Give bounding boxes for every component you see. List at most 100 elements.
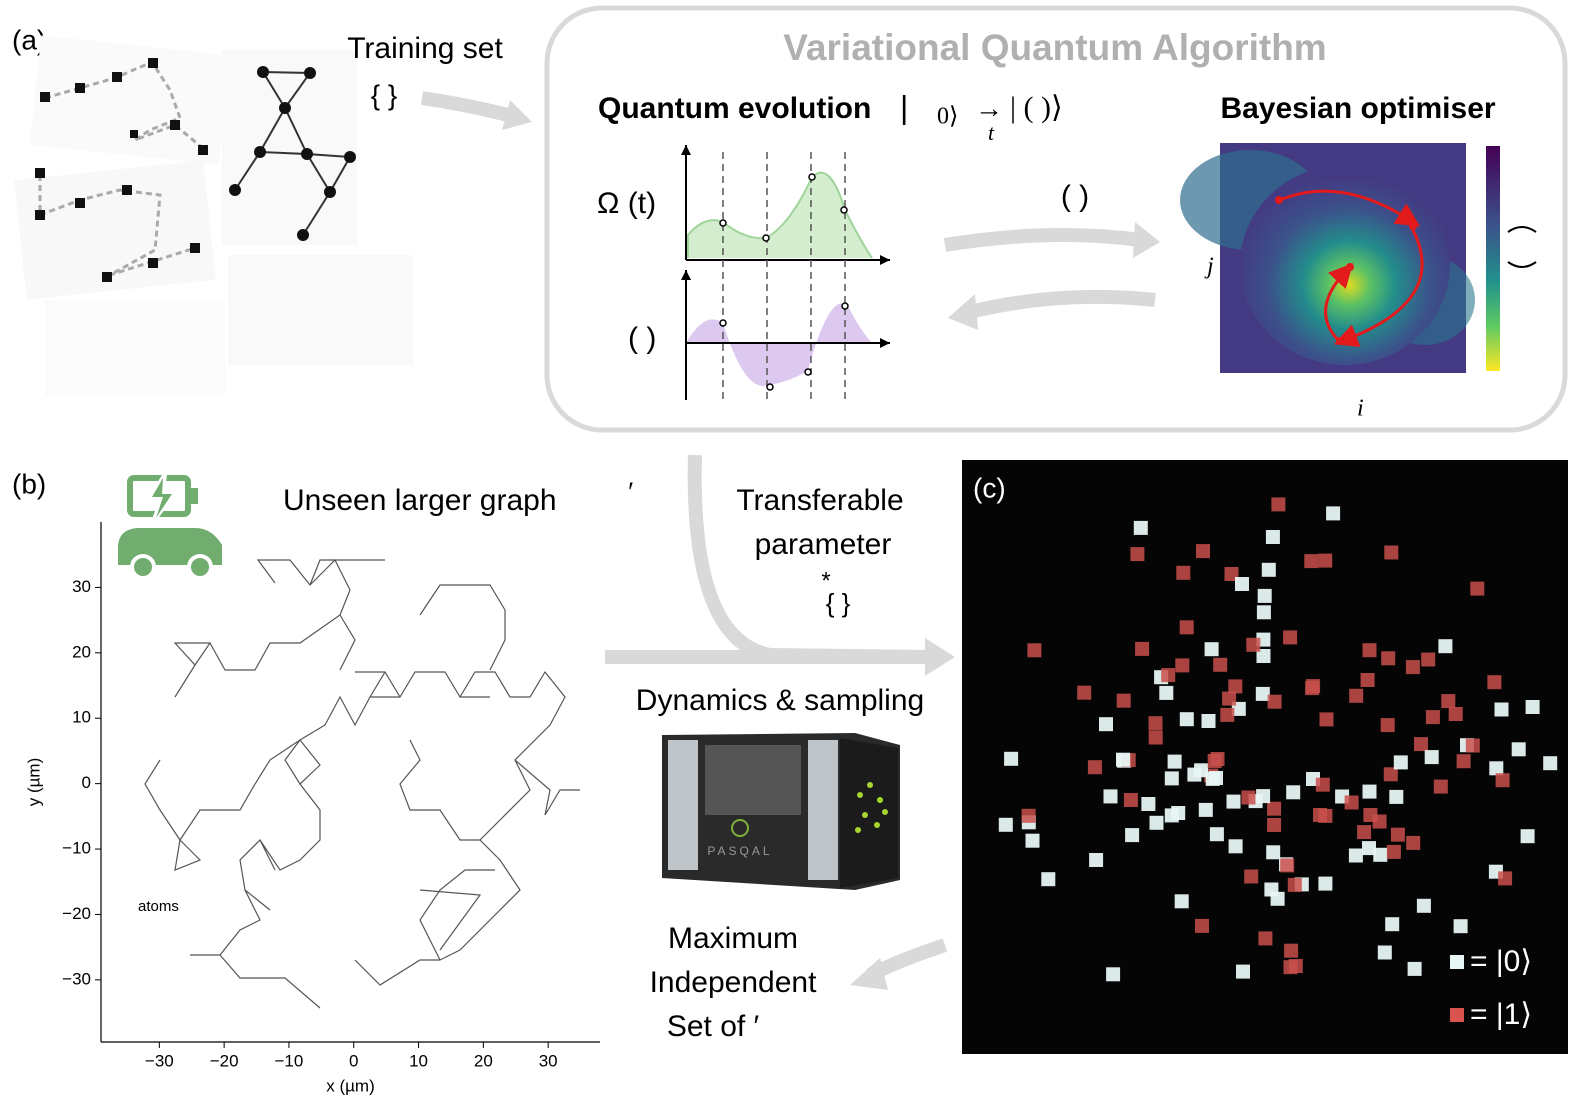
atom — [1326, 506, 1340, 520]
atom — [1487, 675, 1501, 689]
atom — [1141, 797, 1155, 811]
atom — [1283, 630, 1297, 644]
training-set: Training set — [347, 32, 503, 65]
prime: ′ — [628, 477, 634, 508]
atom — [1117, 694, 1131, 708]
legend-swatch — [1450, 955, 1464, 969]
vqa-title: Variational Quantum Algorithm — [783, 27, 1326, 68]
arrow-head — [948, 294, 978, 330]
device — [662, 733, 900, 890]
ket-zero: 0⟩ — [937, 104, 958, 130]
atom — [1104, 789, 1118, 803]
atom — [1363, 785, 1377, 799]
atom — [1466, 739, 1480, 753]
arrow-label: ( ) — [1061, 180, 1089, 213]
atom — [1345, 796, 1359, 810]
x-tick-label: −20 — [210, 1051, 239, 1070]
atom — [1246, 638, 1260, 652]
atom — [1543, 756, 1557, 770]
atom — [1116, 753, 1130, 767]
atom — [1421, 653, 1435, 667]
atom — [1363, 643, 1377, 657]
atom — [1441, 694, 1455, 708]
unseen-graph: Unseen larger graph — [283, 484, 557, 517]
x-tick-label: 0 — [349, 1051, 358, 1070]
atom — [1361, 673, 1375, 687]
arrow — [945, 235, 1140, 245]
colorbar — [1486, 146, 1500, 371]
atom — [1106, 967, 1120, 981]
atom — [1498, 871, 1512, 885]
atom — [1349, 849, 1363, 863]
atom — [1284, 944, 1298, 958]
atom — [1022, 809, 1036, 823]
atom — [1196, 544, 1210, 558]
atom — [1150, 816, 1164, 830]
heatmap-peak — [1240, 165, 1450, 365]
atom — [1241, 791, 1255, 805]
atom — [1089, 853, 1103, 867]
atom — [1389, 790, 1403, 804]
atom — [1417, 899, 1431, 913]
quantum-evolution: Quantum evolution — [598, 92, 871, 125]
atom — [1271, 497, 1285, 511]
omega-label: Ω (t) — [597, 187, 656, 220]
atom — [1521, 829, 1535, 843]
atom — [1264, 883, 1278, 897]
atom — [1202, 714, 1216, 728]
atom — [1213, 658, 1227, 672]
atom — [1357, 825, 1371, 839]
training-graphs — [14, 35, 413, 395]
atom — [1180, 712, 1194, 726]
atom — [1262, 563, 1276, 577]
y-tick-label: 20 — [72, 642, 91, 661]
x-tick-label: −30 — [145, 1051, 174, 1070]
atom — [1373, 815, 1387, 829]
atom — [1394, 755, 1408, 769]
x-tick-label: 30 — [539, 1051, 558, 1070]
atom — [1041, 872, 1055, 886]
transferable: parameter — [755, 528, 892, 561]
atom — [1209, 771, 1223, 785]
atom — [1175, 658, 1189, 672]
ev-icon — [118, 474, 222, 578]
atom — [1161, 668, 1175, 682]
atom — [1286, 785, 1300, 799]
x-tick-label: 10 — [409, 1051, 428, 1070]
atom — [1267, 818, 1281, 832]
atom — [1391, 828, 1405, 842]
atom — [1266, 530, 1280, 544]
mis: Independent — [650, 966, 817, 999]
bayesian-title: Bayesian optimiser — [1220, 92, 1495, 125]
atom — [1099, 717, 1113, 731]
axis-j: j — [1204, 254, 1214, 280]
arrow-symbol: → — [975, 92, 1003, 123]
atom — [1280, 858, 1294, 872]
annotation: atoms — [138, 898, 179, 915]
arrow — [970, 297, 1155, 312]
atom — [1168, 755, 1182, 769]
atom — [1236, 965, 1250, 979]
panel-label: (c) — [973, 472, 1006, 503]
atom — [1256, 789, 1270, 803]
atom — [1288, 878, 1302, 892]
atom — [1313, 808, 1327, 822]
atom — [1208, 754, 1222, 768]
atom — [1318, 877, 1332, 891]
atom — [1165, 771, 1179, 785]
atom — [1470, 582, 1484, 596]
arrow-head — [502, 100, 532, 130]
atom — [1077, 686, 1091, 700]
x-tick-label: 20 — [474, 1051, 493, 1070]
atom — [999, 818, 1013, 832]
mis: Maximum — [668, 922, 798, 955]
atom — [1195, 919, 1209, 933]
atom — [1268, 695, 1282, 709]
atom — [1526, 700, 1540, 714]
atom — [1235, 577, 1249, 591]
arrow-head — [1133, 222, 1160, 258]
atom — [1149, 731, 1163, 745]
transferable: Transferable — [736, 484, 903, 517]
y-tick-label: 0 — [82, 773, 91, 792]
